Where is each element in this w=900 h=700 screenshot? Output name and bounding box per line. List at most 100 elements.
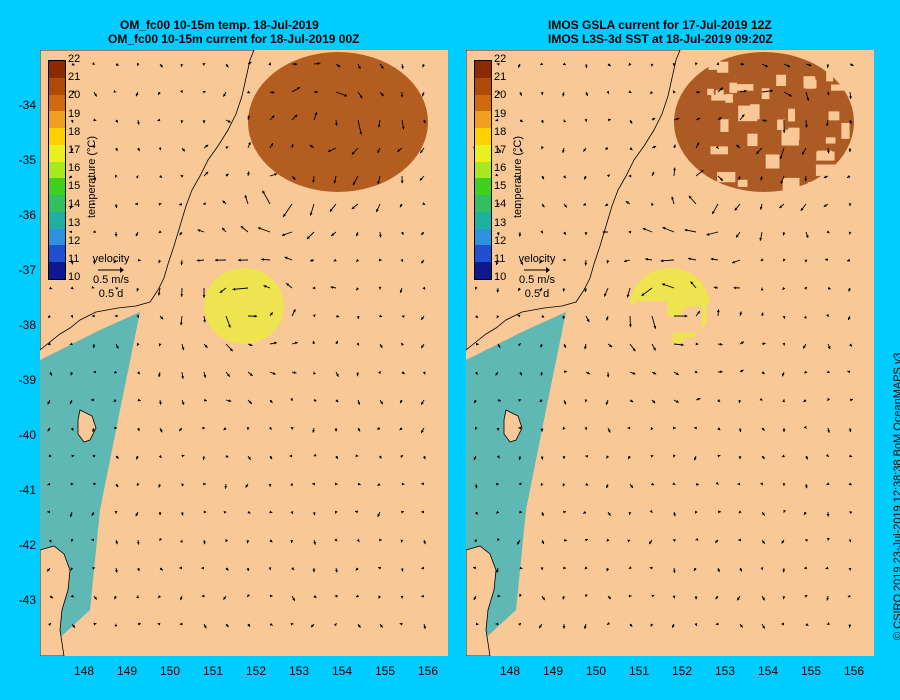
missing-data-cell (702, 379, 723, 387)
missing-data-cell (709, 627, 723, 638)
velocity-arrow (136, 119, 140, 125)
missing-data-cell (775, 611, 790, 621)
velocity-arrow (824, 258, 829, 262)
missing-data-cell (797, 357, 810, 380)
velocity-arrow (203, 398, 208, 402)
velocity-arrow (203, 623, 207, 629)
colorbar-tick: 19 (494, 107, 507, 120)
velocity-arrow (673, 343, 684, 347)
missing-data-cell (686, 306, 703, 330)
velocity-arrow (715, 622, 719, 626)
longitude-tick: 151 (202, 664, 224, 678)
velocity-arrow (91, 538, 95, 542)
velocity-arrow (335, 63, 341, 68)
velocity-arrow (804, 370, 808, 374)
missing-data-cell (798, 475, 835, 499)
velocity-arrow (246, 90, 251, 94)
velocity-arrow (562, 147, 565, 153)
velocity-arrow (179, 622, 183, 626)
velocity-arrow (313, 62, 321, 65)
latitude-tick: -41 (18, 483, 36, 497)
velocity-arrow (309, 144, 315, 149)
velocity-arrow (420, 259, 425, 264)
missing-data-cell (707, 88, 714, 96)
velocity-arrow (115, 147, 118, 152)
velocity-arrow (518, 482, 522, 486)
velocity-arrow (628, 566, 632, 570)
velocity-arrow (115, 119, 119, 123)
missing-data-cell (657, 568, 669, 575)
missing-data-cell (736, 84, 754, 91)
velocity-arrow (180, 511, 184, 516)
velocity-arrow (93, 595, 98, 600)
missing-data-cell (823, 213, 831, 223)
velocity-arrow (137, 427, 140, 432)
velocity-arrow (257, 227, 271, 233)
velocity-arrow (651, 315, 657, 329)
velocity-arrow (71, 90, 75, 94)
velocity-arrow (804, 259, 808, 263)
velocity-arrow (334, 510, 338, 514)
velocity-arrow (225, 623, 229, 628)
velocity-arrow (376, 426, 381, 430)
velocity-arrow (625, 200, 631, 205)
velocity-arrow (739, 369, 744, 373)
velocity-arrow (114, 567, 118, 573)
velocity-arrow (737, 482, 741, 486)
velocity-arrow (247, 399, 253, 405)
flinders-island (503, 409, 523, 443)
velocity-arrow (651, 594, 655, 598)
velocity-arrow (269, 341, 278, 345)
velocity-arrow (46, 567, 51, 572)
velocity-arrow (290, 510, 294, 515)
velocity-arrow (473, 399, 477, 404)
velocity-arrow (219, 287, 227, 294)
missing-data-cell (868, 220, 874, 236)
velocity-arrow (673, 117, 680, 121)
velocity-arrow (421, 91, 425, 97)
velocity-arrow (847, 594, 851, 598)
velocity-arrow (827, 397, 831, 402)
missing-data-cell (867, 430, 874, 455)
velocity-arrow (848, 482, 852, 486)
velocity-arrow (225, 399, 232, 403)
velocity-arrow (825, 566, 829, 570)
latitude-tick: -39 (18, 373, 36, 387)
velocity-arrow (585, 455, 589, 458)
velocity-arrow (357, 119, 363, 135)
velocity-arrow (313, 111, 318, 121)
colorbar-swatch (49, 61, 65, 79)
velocity-arrow (688, 195, 697, 205)
velocity-arrow (519, 259, 524, 266)
missing-data-cell (797, 631, 807, 655)
right-velocity-duration: 0.5 d (524, 288, 550, 300)
velocity-arrow (114, 510, 118, 514)
velocity-arrow (849, 91, 852, 99)
velocity-arrow (246, 539, 250, 544)
velocity-arrow (69, 230, 73, 234)
velocity-arrow (474, 483, 478, 489)
missing-data-cell (775, 327, 799, 338)
missing-data-cell (842, 539, 862, 561)
velocity-arrow (804, 175, 808, 182)
velocity-arrow (584, 287, 588, 293)
velocity-arrow (400, 510, 405, 514)
velocity-arrow (135, 91, 139, 97)
velocity-arrow (113, 259, 117, 264)
velocity-arrow (693, 455, 697, 461)
velocity-arrow (823, 203, 829, 208)
velocity-arrow (716, 309, 720, 317)
colorbar-tick: 19 (68, 107, 81, 120)
velocity-arrow (93, 482, 97, 486)
velocity-arrow (563, 175, 567, 179)
velocity-arrow (782, 427, 786, 433)
missing-data-cell (761, 436, 773, 446)
velocity-arrow (137, 398, 141, 402)
velocity-arrow (606, 174, 611, 178)
velocity-arrow (761, 119, 767, 122)
left-velocity-arrow-icon (98, 267, 124, 273)
velocity-arrow (181, 454, 185, 458)
colorbar-swatch (49, 228, 65, 246)
velocity-arrow (706, 231, 719, 236)
velocity-arrow (782, 315, 786, 319)
